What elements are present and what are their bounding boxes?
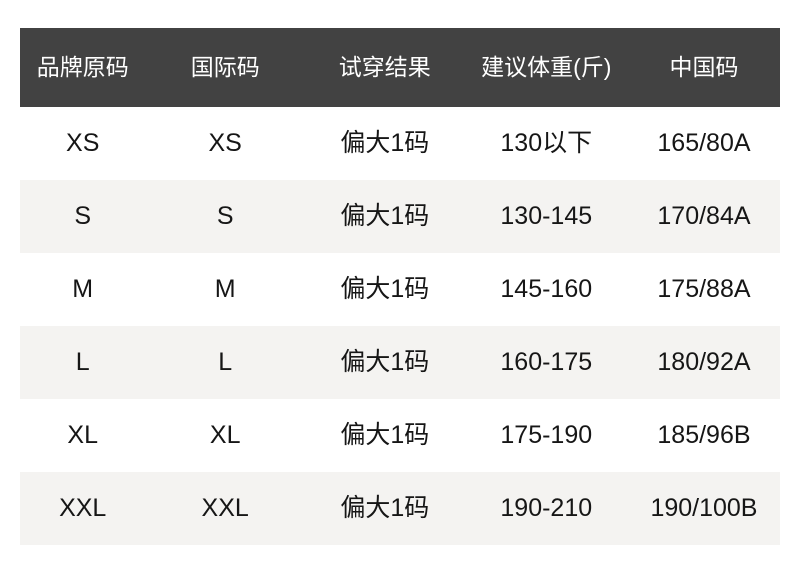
cell-china-size: 190/100B [650, 494, 758, 522]
size-chart-header-row: 品牌原码 国际码 试穿结果 建议体重(斤) 中国码 [20, 28, 780, 107]
cell-international-size: S [216, 202, 234, 230]
cell-suggested-weight: 130以下 [500, 129, 593, 157]
cell-international-size: M [214, 275, 236, 303]
cell-fit-result: 偏大1码 [340, 494, 430, 522]
cell-brand-original-size: XS [66, 129, 100, 157]
cell-suggested-weight: 145-160 [500, 275, 593, 303]
size-chart-table: 品牌原码 国际码 试穿结果 建议体重(斤) 中国码 XS XS 偏大1码 130… [20, 28, 780, 545]
size-row-xxl: XXL XXL 偏大1码 190-210 190/100B [20, 472, 780, 545]
cell-china-size: 180/92A [657, 348, 751, 376]
header-cell-suggested-weight: 建议体重(斤) [481, 54, 612, 80]
cell-suggested-weight: 160-175 [500, 348, 593, 376]
cell-international-size: XL [209, 421, 241, 449]
size-row-s: S S 偏大1码 130-145 170/84A [20, 180, 780, 253]
cell-suggested-weight: 175-190 [500, 421, 593, 449]
cell-fit-result: 偏大1码 [340, 129, 430, 157]
size-row-xs: XS XS 偏大1码 130以下 165/80A [20, 107, 780, 180]
cell-brand-original-size: XL [67, 421, 98, 449]
cell-suggested-weight: 130-145 [500, 202, 593, 230]
cell-fit-result: 偏大1码 [340, 421, 430, 449]
cell-brand-original-size: M [72, 275, 94, 303]
cell-suggested-weight: 190-210 [500, 494, 593, 522]
cell-fit-result: 偏大1码 [340, 348, 430, 376]
cell-international-size: XXL [201, 494, 249, 522]
cell-china-size: 170/84A [657, 202, 751, 230]
size-row-xl: XL XL 偏大1码 175-190 185/96B [20, 399, 780, 472]
cell-fit-result: 偏大1码 [340, 202, 430, 230]
cell-fit-result: 偏大1码 [340, 275, 430, 303]
cell-international-size: L [218, 348, 233, 376]
cell-international-size: XS [208, 129, 242, 157]
cell-brand-original-size: L [75, 348, 90, 376]
cell-china-size: 165/80A [657, 129, 751, 157]
header-cell-international-size: 国际码 [190, 54, 260, 80]
cell-brand-original-size: S [74, 202, 92, 230]
cell-china-size: 185/96B [657, 421, 751, 449]
header-cell-china-size: 中国码 [669, 54, 739, 80]
header-cell-fit-result: 试穿结果 [338, 54, 431, 80]
header-cell-brand-original-size: 品牌原码 [36, 54, 129, 80]
size-row-m: M M 偏大1码 145-160 175/88A [20, 253, 780, 326]
cell-china-size: 175/88A [657, 275, 751, 303]
size-row-l: L L 偏大1码 160-175 180/92A [20, 326, 780, 399]
cell-brand-original-size: XXL [59, 494, 107, 522]
